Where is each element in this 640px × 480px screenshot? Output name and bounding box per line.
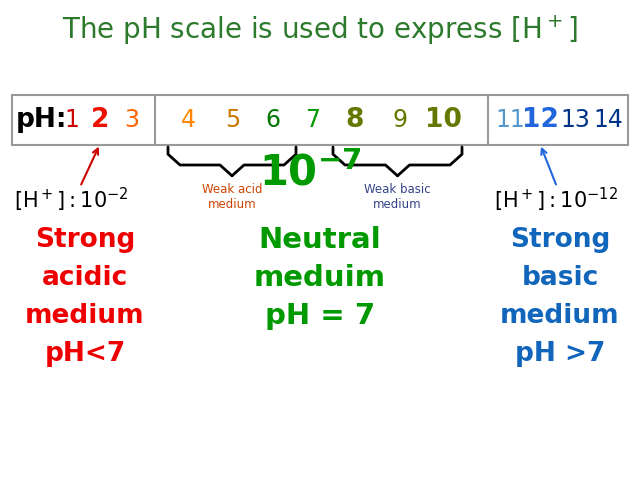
Text: Neutral: Neutral — [259, 226, 381, 254]
Text: 1: 1 — [65, 108, 79, 132]
Text: pH = 7: pH = 7 — [265, 302, 375, 330]
Text: $[\mathregular{H}^+]: 10^{-2}$: $[\mathregular{H}^+]: 10^{-2}$ — [14, 186, 129, 214]
Text: $\mathbf{10^{-7}}$: $\mathbf{10^{-7}}$ — [259, 152, 362, 194]
Text: pH >7: pH >7 — [515, 341, 605, 367]
Text: Weak acid
medium: Weak acid medium — [202, 183, 262, 211]
Text: 5: 5 — [225, 108, 241, 132]
Text: 12: 12 — [522, 107, 559, 133]
Text: 11: 11 — [495, 108, 525, 132]
Text: 9: 9 — [392, 108, 408, 132]
Text: Strong: Strong — [510, 227, 610, 253]
Text: pH:: pH: — [16, 107, 67, 133]
Text: 13: 13 — [560, 108, 590, 132]
Text: 4: 4 — [180, 108, 195, 132]
Text: Weak basic
medium: Weak basic medium — [364, 183, 430, 211]
Text: $[\mathregular{H}^+]:10^{-12}$: $[\mathregular{H}^+]:10^{-12}$ — [494, 186, 618, 214]
Text: 2: 2 — [91, 107, 109, 133]
Text: meduim: meduim — [254, 264, 386, 292]
Text: 7: 7 — [305, 108, 321, 132]
Text: 3: 3 — [125, 108, 140, 132]
Text: Strong: Strong — [35, 227, 135, 253]
Text: 14: 14 — [593, 108, 623, 132]
Text: 6: 6 — [266, 108, 280, 132]
Text: 8: 8 — [346, 107, 364, 133]
Text: 10: 10 — [424, 107, 461, 133]
Text: medium: medium — [25, 303, 145, 329]
Bar — [12, 95, 628, 145]
Text: pH<7: pH<7 — [44, 341, 125, 367]
Text: medium: medium — [500, 303, 620, 329]
Text: The pH scale is used to express $[\mathregular{H}^+]$: The pH scale is used to express $[\mathr… — [62, 13, 578, 47]
Text: acidic: acidic — [42, 265, 128, 291]
Text: basic: basic — [522, 265, 598, 291]
